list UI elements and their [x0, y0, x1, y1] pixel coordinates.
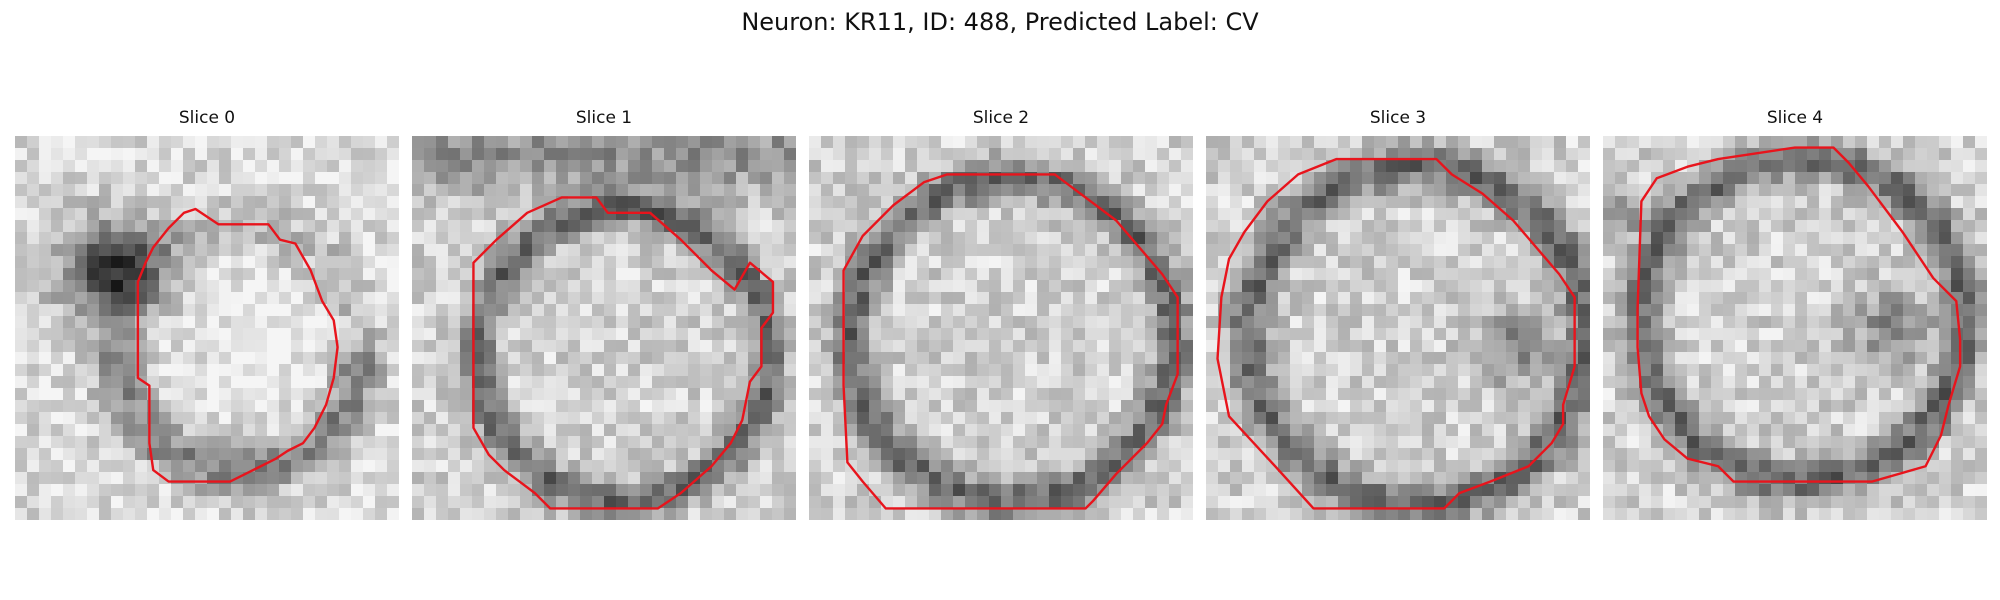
slice-image [809, 136, 1193, 520]
micrograph-svg [15, 136, 399, 520]
micrograph-pixels [1603, 136, 1987, 520]
figure-title: Neuron: KR11, ID: 488, Predicted Label: … [741, 8, 1259, 36]
slice-title: Slice 0 [178, 108, 236, 128]
slice-title: Slice 4 [1766, 108, 1824, 128]
micrograph-svg [1206, 136, 1590, 520]
micrograph-pixels [15, 136, 399, 520]
segmentation-contour [1216, 157, 1576, 510]
micrograph-svg [1603, 136, 1987, 520]
slice-title: Slice 2 [972, 108, 1030, 128]
slice-image [1206, 136, 1590, 520]
slice-image [15, 136, 399, 520]
slice-image [1603, 136, 1987, 520]
segmentation-contour [136, 207, 339, 483]
micrograph-svg [412, 136, 796, 520]
micrograph-svg [809, 136, 1193, 520]
slice-image [412, 136, 796, 520]
slice-title: Slice 3 [1369, 108, 1427, 128]
segmentation-contour [472, 196, 775, 510]
micrograph-pixels [412, 136, 796, 520]
segmentation-contour [842, 173, 1179, 510]
segmentation-contour [1636, 146, 1962, 483]
slice-title: Slice 1 [575, 108, 633, 128]
micrograph-pixels [809, 136, 1193, 520]
